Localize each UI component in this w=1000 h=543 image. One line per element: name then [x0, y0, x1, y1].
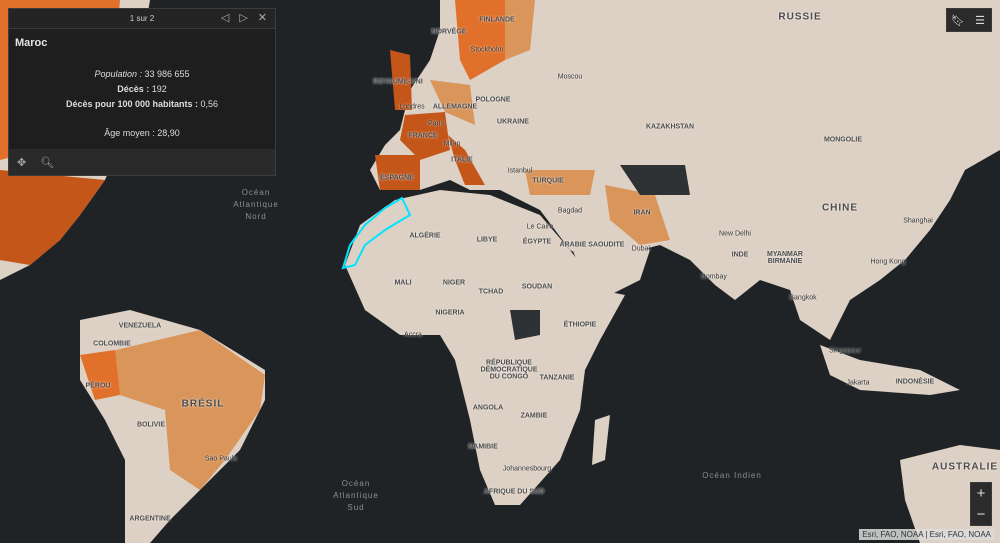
map-label: TCHAD: [478, 288, 504, 296]
popup-title: Maroc: [15, 37, 48, 49]
map-label: ALLEMAGNE: [432, 103, 478, 111]
popup-header: 1 sur 2 ◁ ▷ ✕: [9, 9, 275, 29]
map-label: Le Caire: [526, 223, 554, 231]
map-label: NIGERIA: [435, 309, 465, 317]
ocean-label: Océan Indien: [702, 471, 762, 480]
ocean-label: Océan Atlantique Sud: [333, 479, 379, 512]
rate-label: Décès pour 100 000 habitants :: [65, 99, 199, 109]
map-label: ZAMBIE: [520, 412, 548, 420]
map-label: FRANCE: [408, 132, 438, 140]
map-label: Bangkok: [789, 294, 817, 302]
age-row: Âge moyen : 28,90: [104, 128, 180, 138]
map-toolbar: 🔖︎ ☰: [946, 8, 992, 32]
map-label: NAMIBIE: [468, 443, 498, 451]
map-label: ARGENTINE: [129, 515, 171, 523]
madagascar: [592, 415, 610, 465]
map-label: KAZAKHSTAN: [645, 123, 695, 131]
population-label: Population :: [94, 69, 142, 79]
map-label: Hong Kong: [870, 258, 906, 266]
attribution: Esri, FAO, NOAA | Esri, FAO, NOAA: [859, 529, 994, 540]
map-label: CHINE: [821, 202, 859, 214]
map-label: New Delhi: [719, 230, 751, 238]
map-label: ARABIE SAOUDITE: [559, 241, 625, 249]
africa: [345, 190, 625, 505]
map-label: Jakarta: [846, 379, 870, 387]
map-label: ÉGYPTE: [522, 238, 552, 246]
feature-popup: 1 sur 2 ◁ ▷ ✕ Maroc Population : 33 986 …: [8, 8, 276, 176]
map-label: Paris: [428, 120, 444, 128]
map-label: INDONÉSIE: [895, 378, 935, 386]
map-label: Stockholm: [470, 46, 504, 54]
map-label: IRAN: [633, 209, 651, 217]
deaths-label: Décès :: [117, 84, 150, 94]
map-label: BRÉSIL: [181, 398, 225, 410]
map-label: Londres: [399, 103, 425, 111]
map-label: PÉROU: [85, 382, 111, 390]
map-label: UKRAINE: [497, 118, 529, 126]
map-label: BOLIVIE: [136, 421, 166, 429]
map-label: RUSSIE: [778, 11, 822, 23]
move-icon[interactable]: ✥: [17, 156, 27, 169]
map-label: RÉPUBLIQUE DÉMOCRATIQUE DU CONGO: [480, 359, 538, 381]
map-label: MYANMAR BIRMANIE: [767, 251, 803, 265]
zoom-control: + −: [970, 482, 992, 526]
population-row: Population : 33 986 655: [15, 67, 269, 82]
population-value: 33 986 655: [142, 69, 190, 79]
map-label: AUSTRALIE: [931, 461, 999, 473]
map-label: ÉTHIOPIE: [563, 321, 597, 329]
map-label: Bombay: [701, 273, 727, 281]
popup-body: Maroc Population : 33 986 655 Décès : 19…: [9, 29, 275, 149]
previous-icon[interactable]: ◁: [220, 12, 230, 24]
map-label: Bagdad: [557, 207, 583, 215]
ocean-label: Océan Atlantique Nord: [233, 188, 279, 221]
map-label: AFRIQUE DU SUD: [483, 488, 545, 496]
arabia: [560, 215, 650, 300]
map-label: TANZANIE: [539, 374, 575, 382]
map-label: NIGER: [442, 279, 466, 287]
map-label: Johannesbourg: [502, 465, 552, 473]
map-label: Shanghai: [903, 217, 933, 225]
close-icon[interactable]: ✕: [257, 12, 267, 24]
zoom-out-button[interactable]: −: [976, 506, 986, 523]
map-label: SOUDAN: [521, 283, 553, 291]
deaths-value: 192: [149, 84, 167, 94]
next-icon[interactable]: ▷: [239, 12, 248, 24]
map-label: LIBYE: [476, 236, 498, 244]
popup-footer: ✥ 🔍︎: [9, 149, 275, 175]
deaths-row: Décès : 192: [15, 82, 269, 97]
map-label: INDE: [731, 251, 749, 259]
map-label: Accra: [404, 331, 422, 339]
legend-icon[interactable]: ☰: [975, 14, 985, 27]
map-label: Dubaï: [631, 245, 651, 253]
map-label: FINLANDE: [479, 16, 515, 24]
map-label: POLOGNE: [475, 96, 511, 104]
rate-row: Décès pour 100 000 habitants : 0,56: [15, 97, 269, 112]
map-label: ESPAGNE: [380, 174, 414, 182]
map-label: Sao Paulo: [204, 455, 238, 463]
map-label: MONGOLIE: [823, 136, 863, 144]
map-label: MALI: [394, 279, 412, 287]
map-label: Moscou: [557, 73, 583, 81]
map-label: ITALIE: [451, 156, 473, 164]
map-label: COLOMBIE: [93, 340, 131, 348]
zoom-to-icon[interactable]: 🔍︎: [40, 156, 55, 169]
map-label: ANGOLA: [472, 404, 504, 412]
map-label: Singapour: [829, 347, 861, 355]
map-label: VENEZUELA: [118, 322, 162, 330]
popup-pager: 1 sur 2: [129, 14, 155, 23]
map-label: TURQUIE: [532, 177, 564, 185]
rate-value: 0,56: [198, 99, 219, 109]
map-label: ALGÉRIE: [409, 232, 441, 240]
map-label: NORVÈGE: [431, 28, 467, 36]
morocco-highlight[interactable]: [341, 196, 412, 270]
zoom-in-button[interactable]: +: [976, 485, 986, 502]
map-label: ROYAUME-UNI: [373, 78, 423, 86]
map-label: Istanbul: [507, 167, 533, 175]
southeast-asia: [820, 345, 960, 395]
map-label: Milan: [443, 140, 461, 148]
bookmark-icon[interactable]: 🔖︎: [951, 14, 965, 27]
